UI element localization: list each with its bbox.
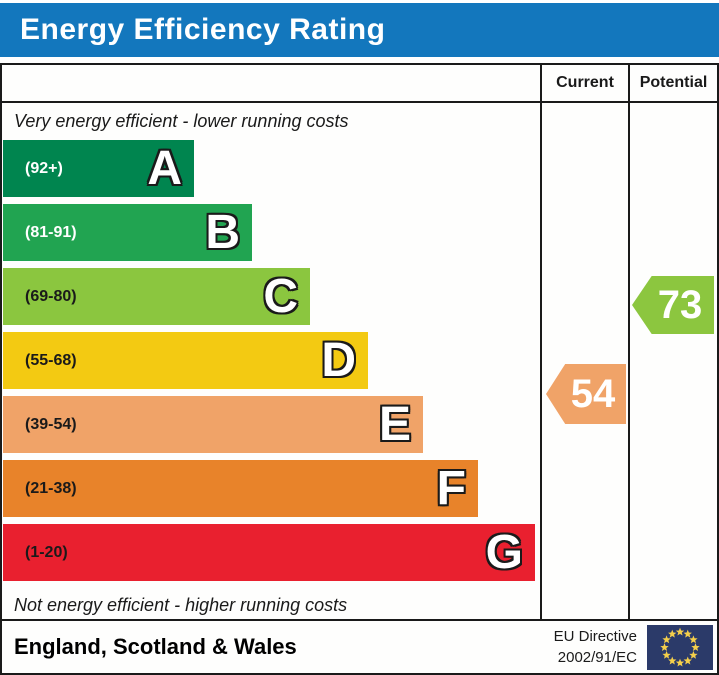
- band-row-c: (69-80) C: [3, 268, 310, 325]
- band-range-label: (92+): [25, 159, 63, 177]
- band-row-e: (39-54) E: [3, 396, 423, 453]
- potential-rating-arrow: 73: [632, 276, 714, 334]
- band-row-a: (92+) A: [3, 140, 194, 197]
- band-letter: E: [378, 398, 411, 451]
- current-column-body: [542, 103, 630, 619]
- rating-bands-chart: Very energy efficient - lower running co…: [2, 103, 542, 619]
- caption-very-efficient: Very energy efficient - lower running co…: [14, 111, 349, 131]
- epc-rating-table: Current Potential Very energy efficient …: [0, 63, 719, 675]
- current-rating-arrow: 54: [546, 364, 626, 424]
- footer-row: England, Scotland & Wales EU Directive 2…: [2, 619, 717, 673]
- eu-directive-label: EU Directive 2002/91/EC: [553, 628, 637, 666]
- potential-column-body: [630, 103, 717, 619]
- band-letter: F: [436, 462, 466, 515]
- band-range-label: (21-38): [25, 479, 77, 497]
- band-row-g: (1-20) G: [3, 524, 535, 581]
- band-letter: B: [205, 206, 240, 259]
- page-title: Energy Efficiency Rating: [0, 3, 719, 57]
- band-letter: C: [263, 270, 298, 323]
- chart-header-cell: [2, 65, 542, 103]
- current-column-header: Current: [542, 65, 630, 103]
- band-range-label: (1-20): [25, 543, 68, 561]
- band-row-d: (55-68) D: [3, 332, 368, 389]
- band-row-b: (81-91) B: [3, 204, 252, 261]
- band-letter: D: [321, 334, 356, 387]
- band-letter: A: [147, 142, 182, 195]
- band-range-label: (39-54): [25, 415, 77, 433]
- current-rating-value: 54: [570, 371, 616, 416]
- eu-flag-icon: [647, 624, 713, 670]
- region-label: England, Scotland & Wales: [14, 634, 297, 659]
- band-row-f: (21-38) F: [3, 460, 478, 517]
- band-range-label: (55-68): [25, 351, 77, 369]
- potential-rating-value: 73: [657, 282, 703, 327]
- band-range-label: (81-91): [25, 223, 77, 241]
- band-letter: G: [485, 526, 523, 579]
- caption-not-efficient: Not energy efficient - higher running co…: [14, 594, 348, 615]
- potential-column-header: Potential: [630, 65, 717, 103]
- band-range-label: (69-80): [25, 287, 77, 305]
